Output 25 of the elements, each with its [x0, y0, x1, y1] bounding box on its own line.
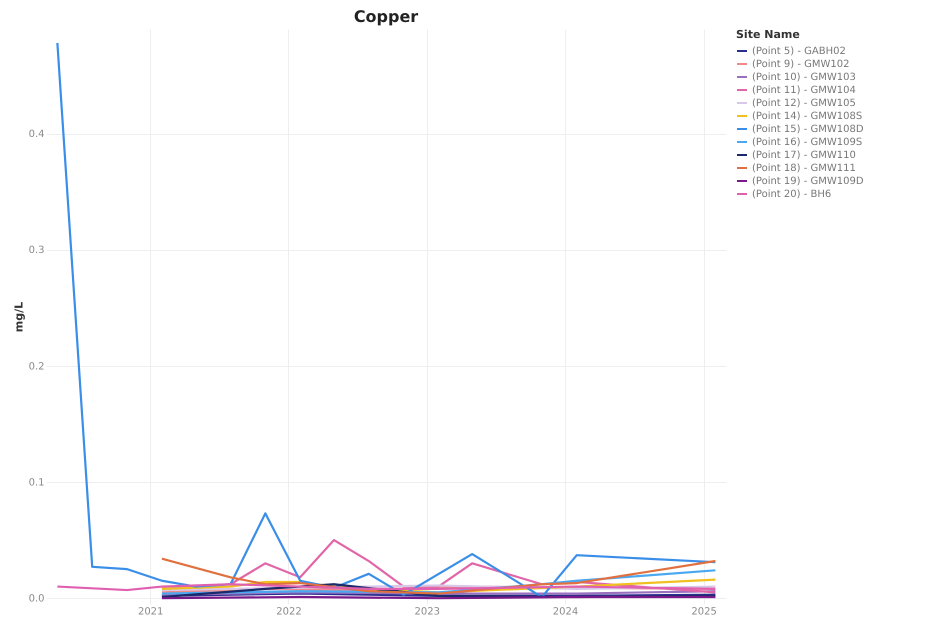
legend-label: (Point 15) - GMW108D	[752, 124, 864, 135]
y-tick-label: 0.4	[28, 129, 44, 140]
legend-label: (Point 17) - GMW110	[752, 150, 856, 161]
y-tick-label: 0.3	[28, 245, 44, 256]
legend-title: Site Name	[736, 28, 800, 41]
legend-label: (Point 9) - GMW102	[752, 59, 850, 70]
legend-label: (Point 10) - GMW103	[752, 72, 856, 83]
y-axis-title: mg/L	[12, 302, 26, 332]
legend-label: (Point 19) - GMW109D	[752, 176, 864, 187]
x-tick-label: 2024	[552, 606, 578, 618]
x-tick-label: 2023	[414, 606, 440, 618]
y-tick-label: 0.1	[28, 478, 44, 489]
legend-label: (Point 12) - GMW105	[752, 98, 856, 109]
legend-label: (Point 18) - GMW111	[752, 163, 856, 174]
legend-label: (Point 20) - BH6	[752, 189, 832, 200]
y-tick-label: 0.2	[28, 361, 44, 372]
legend-label: (Point 16) - GMW109S	[752, 137, 862, 148]
legend-label: (Point 11) - GMW104	[752, 85, 856, 96]
x-tick-label: 2021	[138, 606, 164, 618]
legend-label: (Point 14) - GMW108S	[752, 111, 862, 122]
legend-label: (Point 5) - GABH02	[752, 46, 846, 57]
y-tick-label: 0.0	[28, 594, 44, 605]
x-tick-label: 2022	[276, 606, 302, 618]
chart-title: Copper	[354, 7, 418, 26]
x-tick-label: 2025	[691, 606, 717, 618]
